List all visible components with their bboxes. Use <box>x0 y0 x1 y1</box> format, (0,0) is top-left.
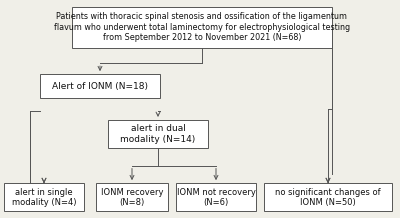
Text: IONM recovery
(N=8): IONM recovery (N=8) <box>101 188 163 207</box>
Text: IONM not recovery
(N=6): IONM not recovery (N=6) <box>176 188 256 207</box>
FancyBboxPatch shape <box>108 120 208 148</box>
Text: no significant changes of
IONM (N=50): no significant changes of IONM (N=50) <box>275 188 381 207</box>
FancyBboxPatch shape <box>40 74 160 98</box>
Text: Patients with thoracic spinal stenosis and ossification of the ligamentum
flavum: Patients with thoracic spinal stenosis a… <box>54 12 350 42</box>
FancyBboxPatch shape <box>96 183 168 211</box>
Text: alert in dual
modality (N=14): alert in dual modality (N=14) <box>120 124 196 144</box>
Text: Alert of IONM (N=18): Alert of IONM (N=18) <box>52 82 148 91</box>
Text: alert in single
modality (N=4): alert in single modality (N=4) <box>12 188 76 207</box>
FancyBboxPatch shape <box>264 183 392 211</box>
FancyBboxPatch shape <box>176 183 256 211</box>
FancyBboxPatch shape <box>72 7 332 48</box>
FancyBboxPatch shape <box>4 183 84 211</box>
